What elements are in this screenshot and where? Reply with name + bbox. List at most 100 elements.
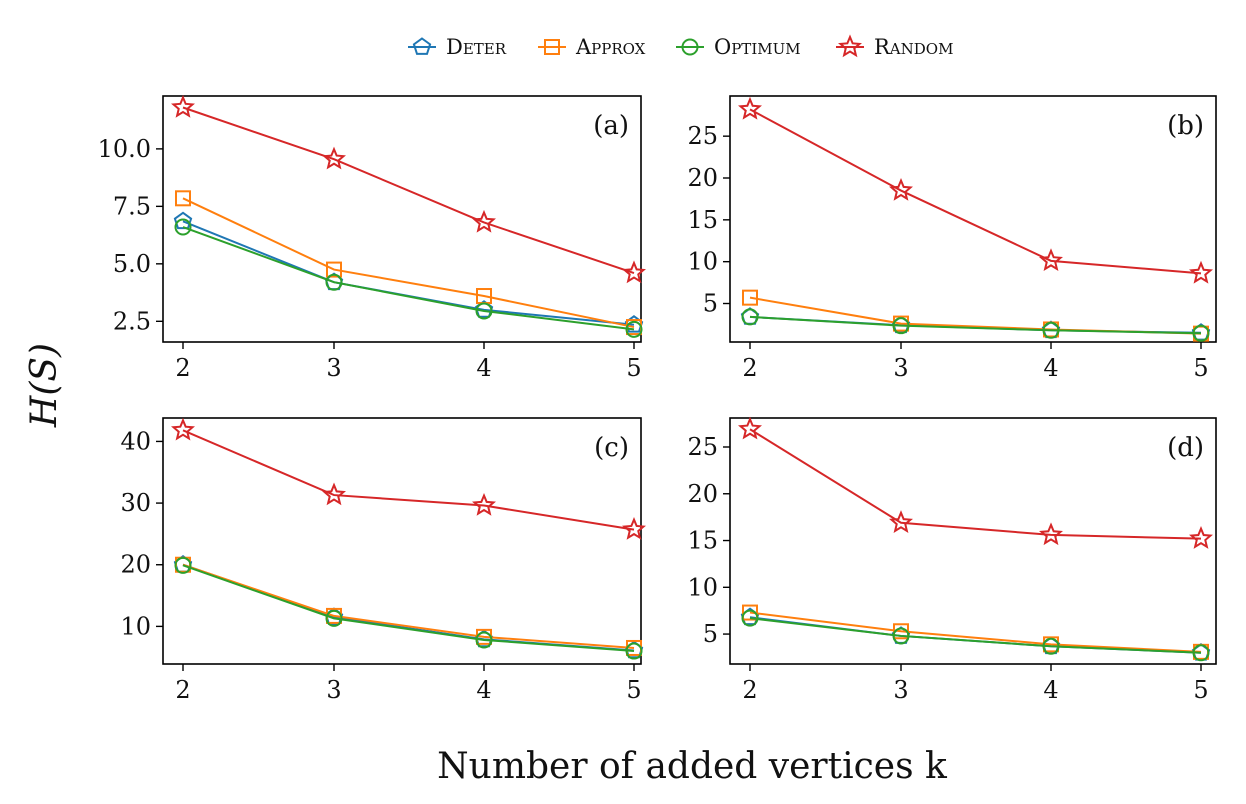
data-point xyxy=(322,146,346,170)
y-tick-label: 10 xyxy=(687,248,718,276)
data-point xyxy=(472,492,496,516)
x-tick-label: 2 xyxy=(175,676,190,704)
plot-frame xyxy=(729,417,1217,665)
plot-frame xyxy=(729,95,1217,343)
y-tick-label: 2.5 xyxy=(113,307,151,335)
data-point xyxy=(1039,522,1063,546)
x-tick-label: 2 xyxy=(175,354,190,382)
plot-frame xyxy=(162,417,642,665)
y-tick-label: 15 xyxy=(687,206,718,234)
x-tick-label: 4 xyxy=(1043,676,1058,704)
series-line xyxy=(749,315,1202,335)
y-tick-label: 20 xyxy=(120,551,151,579)
series-optimum xyxy=(174,218,643,338)
data-point xyxy=(475,631,493,649)
series-random xyxy=(738,96,1213,284)
legend-label: Optimum xyxy=(714,35,801,59)
series-line xyxy=(749,611,1202,653)
y-tick-label: 5 xyxy=(703,290,718,318)
series-line xyxy=(182,220,635,326)
data-point xyxy=(738,96,762,120)
y-tick-label: 20 xyxy=(687,164,718,192)
series-random xyxy=(171,94,646,284)
y-tick-label: 20 xyxy=(687,480,718,508)
data-point xyxy=(171,94,195,118)
series-line xyxy=(749,315,1202,334)
panel-d: 2 3 4 5 5 10 15 20 25 (d) xyxy=(687,416,1217,704)
panel-label: (c) xyxy=(594,433,629,463)
data-point xyxy=(738,416,762,440)
y-tick-label: 40 xyxy=(120,427,151,455)
y-tick-label: 30 xyxy=(120,489,151,517)
y-tick-label: 5 xyxy=(703,620,718,648)
x-tick-label: 5 xyxy=(626,354,641,382)
series-approx xyxy=(175,190,642,336)
legend-item-optimum: Optimum xyxy=(676,35,801,59)
legend-label: Random xyxy=(874,35,953,59)
legend-item-approx: Approx xyxy=(538,35,646,59)
data-point xyxy=(741,308,759,326)
panel-label: (a) xyxy=(593,111,629,141)
data-point xyxy=(622,516,646,540)
data-point xyxy=(1039,248,1063,272)
series-line xyxy=(182,106,635,274)
x-tick-label: 5 xyxy=(1193,354,1208,382)
data-point xyxy=(622,260,646,284)
data-point xyxy=(892,627,910,645)
series-line xyxy=(749,617,1202,654)
panel-label: (b) xyxy=(1167,111,1204,141)
data-point xyxy=(472,209,496,233)
data-point xyxy=(889,510,913,533)
series-deter xyxy=(740,607,1211,661)
x-tick-label: 3 xyxy=(893,354,908,382)
x-tick-label: 2 xyxy=(742,354,757,382)
series-line xyxy=(749,108,1202,275)
data-point xyxy=(1189,526,1213,549)
series-optimum xyxy=(741,308,1210,342)
legend-marker xyxy=(412,37,432,55)
y-tick-label: 25 xyxy=(687,122,718,150)
legend-label: Approx xyxy=(575,35,646,59)
series-optimum xyxy=(174,556,643,660)
series-approx xyxy=(175,556,642,656)
data-point xyxy=(326,261,342,278)
x-tick-label: 4 xyxy=(476,354,491,382)
series-deter xyxy=(740,307,1211,341)
x-tick-label: 3 xyxy=(326,676,341,704)
data-point xyxy=(892,317,910,335)
data-point xyxy=(171,417,195,441)
y-tick-label: 5.0 xyxy=(113,250,151,278)
data-point xyxy=(889,177,913,201)
data-point xyxy=(742,289,758,306)
legend-item-random: Random xyxy=(836,34,953,59)
x-axis-title: Number of added vertices k xyxy=(437,746,948,787)
x-tick-label: 4 xyxy=(1043,354,1058,382)
series-line xyxy=(182,564,635,653)
x-tick-label: 5 xyxy=(626,676,641,704)
series-line xyxy=(182,429,635,531)
data-point xyxy=(175,190,191,207)
legend-marker xyxy=(544,39,560,55)
data-point xyxy=(625,320,643,338)
y-tick-label: 10 xyxy=(687,573,718,601)
data-point xyxy=(325,609,343,627)
panel-c: 2 3 4 5 10 20 30 40 (c) xyxy=(120,417,646,704)
x-tick-label: 3 xyxy=(326,354,341,382)
x-tick-label: 5 xyxy=(1193,676,1208,704)
data-point xyxy=(1192,644,1210,662)
series-line xyxy=(749,616,1202,654)
y-tick-label: 25 xyxy=(687,433,718,461)
y-tick-label: 10 xyxy=(120,612,151,640)
x-tick-label: 2 xyxy=(742,676,757,704)
data-point xyxy=(1042,321,1060,339)
series-line xyxy=(182,197,635,329)
data-point xyxy=(742,604,758,621)
series-deter xyxy=(173,555,644,659)
data-point xyxy=(625,642,643,660)
series-line xyxy=(182,563,635,652)
series-random xyxy=(171,417,646,540)
data-point xyxy=(322,482,346,506)
data-point xyxy=(325,273,343,291)
series-approx xyxy=(742,289,1209,342)
